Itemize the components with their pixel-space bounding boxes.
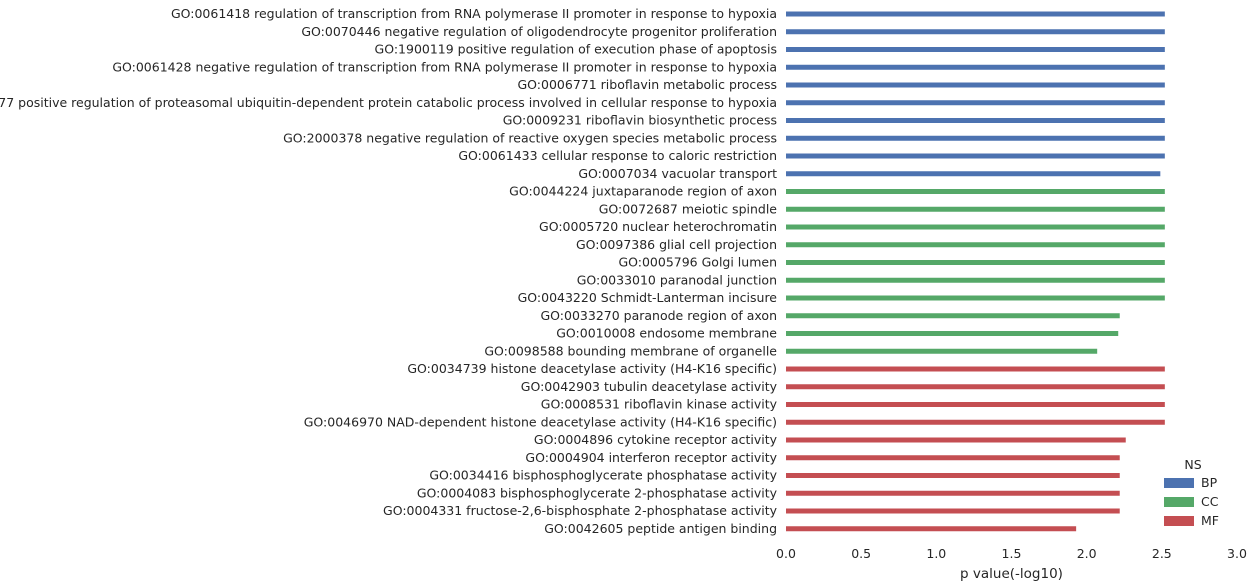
bar [786, 508, 1120, 514]
category-label: GO:0010008 endosome membrane [556, 326, 777, 341]
bar [786, 206, 1165, 212]
bar [786, 189, 1165, 194]
x-tick-label: 0.5 [851, 546, 871, 561]
category-label: GO:0004331 fructose-2,6-bisphosphate 2-p… [383, 503, 778, 518]
bar [786, 171, 1161, 177]
bar [786, 153, 1165, 159]
bar [786, 366, 1165, 372]
category-label: GO:0098588 bounding membrane of organell… [484, 343, 777, 358]
category-label: GO:0034739 histone deacetylase activity … [407, 361, 777, 376]
bar [786, 242, 1165, 248]
bar [786, 419, 1165, 425]
category-label: GO:0070446 negative regulation of oligod… [301, 24, 777, 39]
x-tick-label: 3.0 [1227, 546, 1247, 561]
category-label: GO:0097386 glial cell projection [576, 237, 777, 252]
bar [786, 100, 1165, 106]
category-label: GO:2000378 negative regulation of reacti… [283, 130, 777, 145]
category-label: GO:0061418 regulation of transcription f… [171, 6, 777, 21]
category-label: GO:0004896 cytokine receptor activity [534, 432, 778, 447]
bar [786, 455, 1120, 461]
category-label: GO:2000777 positive regulation of protea… [0, 95, 777, 110]
legend-swatch-cc [1164, 497, 1194, 507]
category-label: GO:1900119 positive regulation of execut… [375, 42, 777, 57]
category-label: GO:0005720 nuclear heterochromatin [539, 219, 777, 234]
category-label: GO:0004904 interferon receptor activity [525, 450, 777, 465]
bar [786, 29, 1165, 35]
legend: NS BP CC MF [1164, 457, 1219, 528]
x-tick-label: 1.5 [1002, 546, 1022, 561]
bar [786, 402, 1165, 407]
category-labels: GO:0061418 regulation of transcription f… [0, 6, 778, 536]
x-tick-label: 2.0 [1077, 546, 1097, 561]
bars [786, 11, 1165, 532]
bar [786, 135, 1165, 141]
bar [786, 260, 1165, 265]
category-label: GO:0044224 juxtaparanode region of axon [509, 184, 777, 199]
bar [786, 224, 1165, 230]
legend-label-mf: MF [1201, 513, 1219, 528]
x-tick-label: 1.0 [926, 546, 946, 561]
bar [786, 473, 1120, 478]
category-label: GO:0033270 paranode region of axon [541, 308, 778, 323]
bar [786, 47, 1165, 52]
bar [786, 384, 1165, 390]
category-label: GO:0004083 bisphosphoglycerate 2-phospha… [417, 485, 778, 500]
x-axis-title: p value(-log10) [960, 566, 1063, 582]
category-label: GO:0042605 peptide antigen binding [544, 521, 777, 536]
legend-label-bp: BP [1201, 475, 1218, 490]
bar [786, 64, 1165, 70]
bar [786, 295, 1165, 301]
category-label: GO:0061428 negative regulation of transc… [112, 59, 777, 74]
legend-swatch-mf [1164, 516, 1194, 526]
category-label: GO:0042903 tubulin deacetylase activity [521, 379, 778, 394]
x-tick-label: 0.0 [776, 546, 796, 561]
bar [786, 490, 1120, 496]
category-label: GO:0008531 riboflavin kinase activity [541, 397, 778, 412]
category-label: GO:0006771 riboflavin metabolic process [518, 77, 778, 92]
category-label: GO:0061433 cellular response to caloric … [458, 148, 777, 163]
legend-swatch-bp [1164, 478, 1194, 488]
category-label: GO:0033010 paranodal junction [577, 272, 777, 287]
category-label: GO:0043220 Schmidt-Lanterman incisure [518, 290, 778, 305]
category-label: GO:0009231 riboflavin biosynthetic proce… [503, 113, 777, 128]
bar [786, 11, 1165, 17]
x-tick-label: 2.5 [1152, 546, 1172, 561]
category-label: GO:0046970 NAD-dependent histone deacety… [304, 414, 777, 429]
bar [786, 277, 1165, 283]
legend-title: NS [1184, 457, 1201, 472]
bar [786, 331, 1119, 336]
x-axis-ticks: 0.0 0.5 1.0 1.5 2.0 2.5 3.0 [776, 546, 1247, 561]
category-label: GO:0072687 meiotic spindle [599, 201, 778, 216]
category-label: GO:0005796 Golgi lumen [618, 255, 777, 270]
legend-label-cc: CC [1201, 494, 1219, 509]
bar [786, 118, 1165, 123]
category-label: GO:0007034 vacuolar transport [578, 166, 777, 181]
bar [786, 348, 1098, 354]
bar [786, 526, 1077, 532]
bar [786, 313, 1120, 319]
bar [786, 82, 1165, 88]
bar [786, 437, 1126, 443]
category-label: GO:0034416 bisphosphoglycerate phosphata… [429, 468, 777, 483]
